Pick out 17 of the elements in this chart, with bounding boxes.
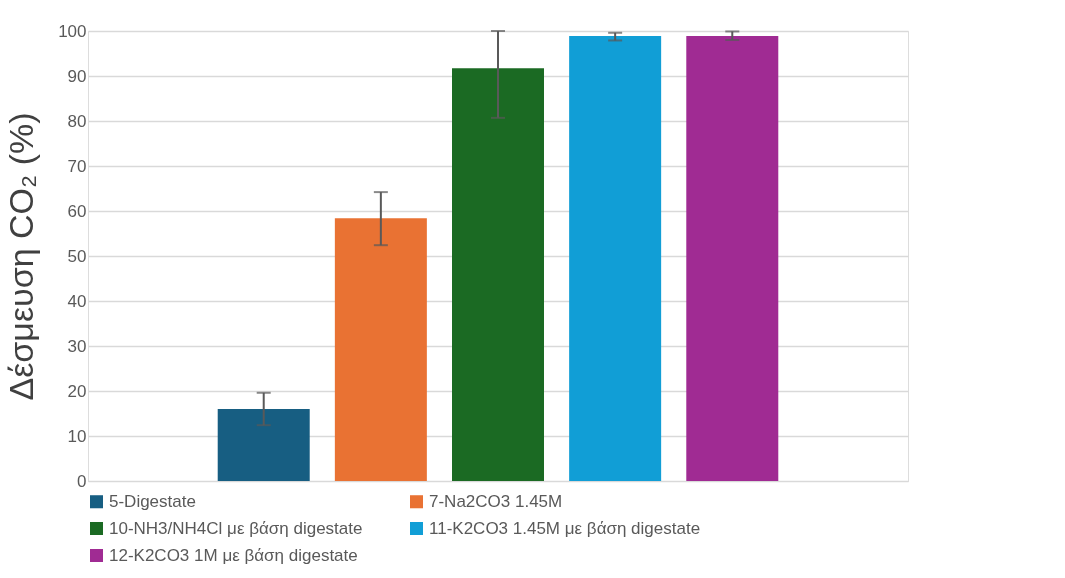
- legend-label: 7-Na2CO3 1.45M: [429, 491, 563, 511]
- y-tick-label: 60: [67, 201, 87, 221]
- y-tick-label: 0: [77, 471, 87, 491]
- y-tick-label: 70: [67, 156, 87, 176]
- y-tick-label: 90: [67, 66, 87, 86]
- legend-label: 10-NH3/NH4Cl με βάση digestate: [109, 518, 363, 538]
- legend-label: 5-Digestate: [109, 491, 196, 511]
- y-tick-label: 40: [67, 291, 87, 311]
- y-tick-label: 30: [67, 336, 87, 356]
- legend-label: 11-K2CO3 1.45M με βάση digestate: [429, 518, 701, 538]
- y-tick-label: 80: [67, 111, 87, 131]
- y-tick-label: 100: [58, 21, 87, 41]
- legend-label: 12-K2CO3 1M με βάση digestate: [109, 545, 358, 565]
- y-tick-label: 10: [67, 426, 87, 446]
- y-tick-label: 20: [67, 381, 87, 401]
- y-axis-title: Δέσμευση CO₂ (%): [2, 112, 41, 401]
- y-tick-label: 50: [67, 246, 87, 266]
